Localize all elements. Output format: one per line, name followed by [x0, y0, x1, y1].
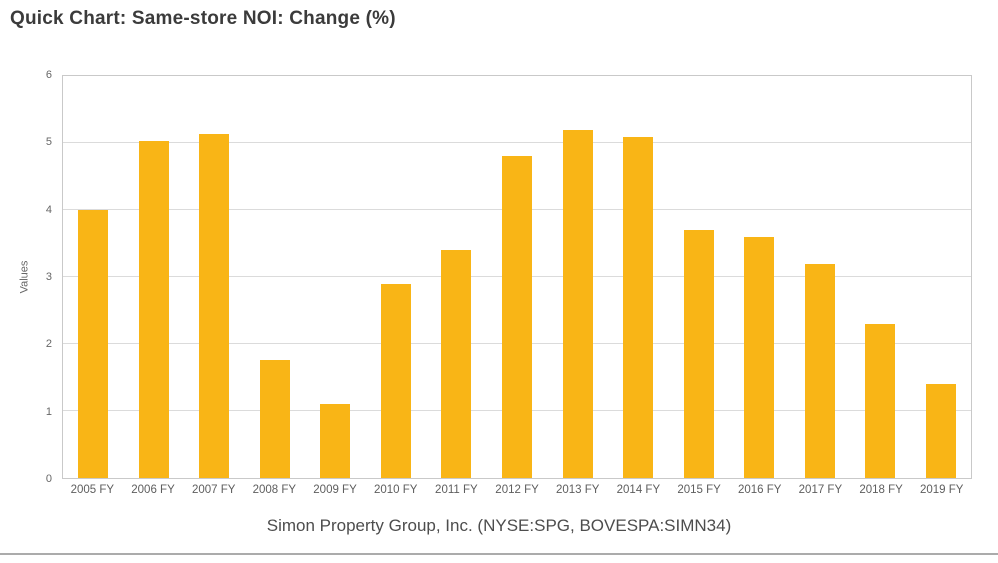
bar-slot — [366, 76, 427, 478]
bar-2008-fy[interactable] — [259, 360, 290, 478]
y-tick-label-3: 3 — [45, 271, 52, 283]
x-tick-label-2016-fy: 2016 FY — [737, 484, 782, 496]
bar-2005-fy[interactable] — [78, 210, 109, 478]
x-tick-label-2010-fy: 2010 FY — [373, 484, 418, 496]
x-tick-label-2017-fy: 2017 FY — [798, 484, 843, 496]
bottom-divider — [0, 553, 998, 555]
x-axis-ticks: 2005 FY 2006 FY 2007 FY 2008 FY 2009 FY 2010 … — [62, 484, 972, 496]
bar-2016-fy[interactable] — [744, 236, 775, 478]
chart-title: Quick Chart: Same-store NOI: Change (%) — [10, 8, 396, 29]
bar-slot — [184, 76, 245, 478]
x-tick-label-2018-fy: 2018 FY — [859, 484, 903, 496]
x-tick-label-2006-fy: 2006 FY — [131, 484, 175, 496]
x-tick-label-2013-fy: 2013 FY — [555, 484, 600, 496]
x-tick-label-2009-fy: 2009 FY — [313, 484, 357, 496]
bar-2012-fy[interactable] — [501, 156, 532, 478]
chart-subtitle: Simon Property Group, Inc. (NYSE:SPG, BO… — [266, 516, 732, 535]
x-tick-label-2012-fy: 2012 FY — [495, 484, 539, 496]
x-tick-label-2007-fy: 2007 FY — [191, 484, 236, 496]
bar-slot — [245, 76, 306, 478]
bar-slot — [729, 76, 790, 478]
bar-2007-fy[interactable] — [199, 134, 230, 478]
bar-slot — [63, 76, 124, 478]
gridline-5 — [63, 142, 971, 143]
y-tick-label-0: 0 — [45, 473, 52, 485]
bars-layer — [63, 76, 971, 478]
bar-slot — [668, 76, 729, 478]
bar-2009-fy[interactable] — [320, 404, 351, 478]
bar-2011-fy[interactable] — [441, 250, 472, 478]
bar-2015-fy[interactable] — [683, 230, 714, 478]
bar-slot — [547, 76, 608, 478]
bar-2010-fy[interactable] — [380, 283, 411, 478]
bar-2013-fy[interactable] — [562, 129, 593, 478]
x-tick-label-2008-fy: 2008 FY — [252, 484, 297, 496]
bar-slot — [608, 76, 669, 478]
bar-slot — [124, 76, 185, 478]
bar-slot — [789, 76, 850, 478]
bar-slot — [487, 76, 548, 478]
bar-slot — [910, 76, 971, 478]
bar-2006-fy[interactable] — [138, 141, 169, 478]
x-tick-label-2019-fy: 2019 FY — [920, 484, 964, 496]
x-tick-label-2005-fy: 2005 FY — [70, 484, 115, 496]
y-tick-label-5: 5 — [45, 136, 52, 149]
bar-2019-fy[interactable] — [925, 384, 956, 478]
x-tick-label-2014-fy: 2014 FY — [616, 484, 661, 496]
y-tick-label-6: 6 — [45, 69, 52, 81]
bar-2017-fy[interactable] — [804, 263, 835, 478]
bar-slot — [305, 76, 366, 478]
y-tick-label-1: 1 — [45, 405, 52, 418]
bar-2018-fy[interactable] — [865, 323, 896, 478]
x-tick-label-2011-fy: 2011 FY — [435, 484, 478, 496]
x-tick-label-2015-fy: 2015 FY — [677, 484, 721, 496]
y-tick-label-2: 2 — [45, 338, 52, 351]
bar-2014-fy[interactable] — [623, 136, 654, 478]
bar-slot — [426, 76, 487, 478]
y-tick-label-4: 4 — [45, 203, 52, 216]
plot-area — [62, 75, 972, 479]
bar-slot — [850, 76, 911, 478]
